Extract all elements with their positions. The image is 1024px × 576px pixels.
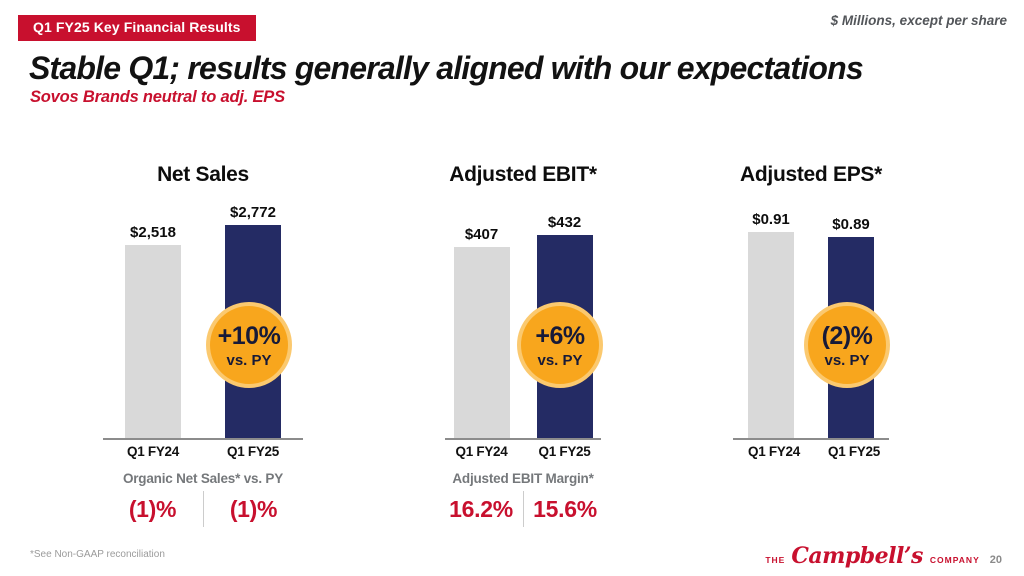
change-vs-py-badge: (2)% vs. PY	[804, 302, 890, 388]
campbells-company-logo: THE Campbell’s COMPANY 20	[765, 545, 1002, 567]
bar-prior-year: $0.91	[748, 211, 794, 438]
x-tick-label: Q1 FY25	[828, 444, 880, 459]
chart-title: Adjusted EBIT*	[449, 163, 597, 186]
divider	[522, 491, 524, 527]
bar-value-label: $0.89	[832, 215, 870, 233]
bar-prior-year: $2,518	[125, 224, 181, 438]
bar-value-label: $0.91	[752, 211, 790, 228]
bar-prior-year: $407	[453, 226, 510, 438]
bar-value-label: $2,518	[130, 223, 176, 241]
slide-kicker-badge: Q1 FY25 Key Financial Results	[18, 15, 256, 41]
bar-group: $2,518 $2,772	[53, 204, 353, 438]
x-tick-label: Q1 FY25	[227, 444, 279, 459]
slide-title: Stable Q1; results generally aligned wit…	[29, 50, 864, 86]
sub-metric-ebit-margin: Adjusted EBIT Margin* 16.2% 15.6%	[373, 471, 673, 527]
x-axis-labels: Q1 FY24 Q1 FY25	[661, 444, 961, 459]
sub-metric-value: (1)%	[229, 495, 278, 522]
x-tick-label: Q1 FY24	[455, 444, 508, 459]
sub-metric-organic-net-sales: Organic Net Sales* vs. PY (1)% (1)%	[53, 471, 353, 527]
change-delta: (2)%	[821, 321, 873, 350]
axis-baseline	[103, 438, 303, 440]
sub-metric-value: 15.6%	[533, 495, 597, 522]
slide-subtitle: Sovos Brands neutral to adj. EPS	[30, 88, 285, 106]
change-caption: vs. PY	[824, 351, 870, 369]
bar-q1fy24	[453, 246, 510, 438]
bar-q1fy24	[125, 244, 181, 438]
sub-metric-values: 16.2% 15.6%	[373, 491, 673, 527]
sub-metric-value: (1)%	[128, 495, 177, 522]
change-caption: vs. PY	[226, 351, 272, 369]
x-axis-labels: Q1 FY24 Q1 FY25	[53, 444, 353, 459]
change-delta: +6%	[535, 321, 585, 350]
sub-metric-label: Organic Net Sales* vs. PY	[122, 471, 284, 486]
axis-baseline	[733, 438, 889, 440]
chart-title: Net Sales	[157, 163, 249, 186]
non-gaap-footnote: *See Non-GAAP reconciliation	[30, 549, 165, 560]
bar-plot: $2,518 $2,772 +10% vs. PY	[53, 193, 353, 438]
page-number: 20	[989, 554, 1002, 566]
x-axis-labels: Q1 FY24 Q1 FY25	[373, 444, 673, 459]
logo-wordmark: Campbell’s	[791, 543, 923, 569]
x-tick-label: Q1 FY24	[127, 444, 179, 459]
bar-q1fy24	[748, 232, 794, 438]
units-note: $ Millions, except per share	[830, 13, 1007, 28]
chart-adjusted-ebit: Adjusted EBIT* $407 $432 +6% vs. PY Q1 F…	[373, 163, 673, 527]
sub-metric-values: (1)% (1)%	[53, 491, 353, 527]
sub-metric-label: Adjusted EBIT Margin*	[452, 471, 594, 486]
chart-net-sales: Net Sales $2,518 $2,772 +10% vs. PY Q1 F…	[53, 163, 353, 527]
bar-value-label: $432	[547, 214, 582, 231]
bar-value-label: $2,772	[230, 204, 276, 221]
divider	[202, 491, 204, 527]
x-tick-label: Q1 FY25	[538, 444, 591, 459]
change-caption: vs. PY	[537, 351, 583, 369]
x-tick-label: Q1 FY24	[748, 444, 800, 459]
logo-the: THE	[765, 555, 786, 565]
change-vs-py-badge: +6% vs. PY	[517, 302, 603, 388]
axis-baseline	[445, 438, 601, 440]
change-vs-py-badge: +10% vs. PY	[206, 302, 292, 388]
chart-adjusted-eps: Adjusted EPS* $0.91 $0.89 (2)% vs. PY Q1…	[661, 163, 961, 459]
chart-title: Adjusted EPS*	[740, 163, 882, 186]
bar-value-label: $407	[464, 225, 499, 243]
sub-metric-value: 16.2%	[449, 495, 513, 522]
bar-plot: $0.91 $0.89 (2)% vs. PY	[661, 193, 961, 438]
logo-company: COMPANY	[929, 555, 980, 565]
bar-plot: $407 $432 +6% vs. PY	[373, 193, 673, 438]
change-delta: +10%	[217, 321, 281, 350]
